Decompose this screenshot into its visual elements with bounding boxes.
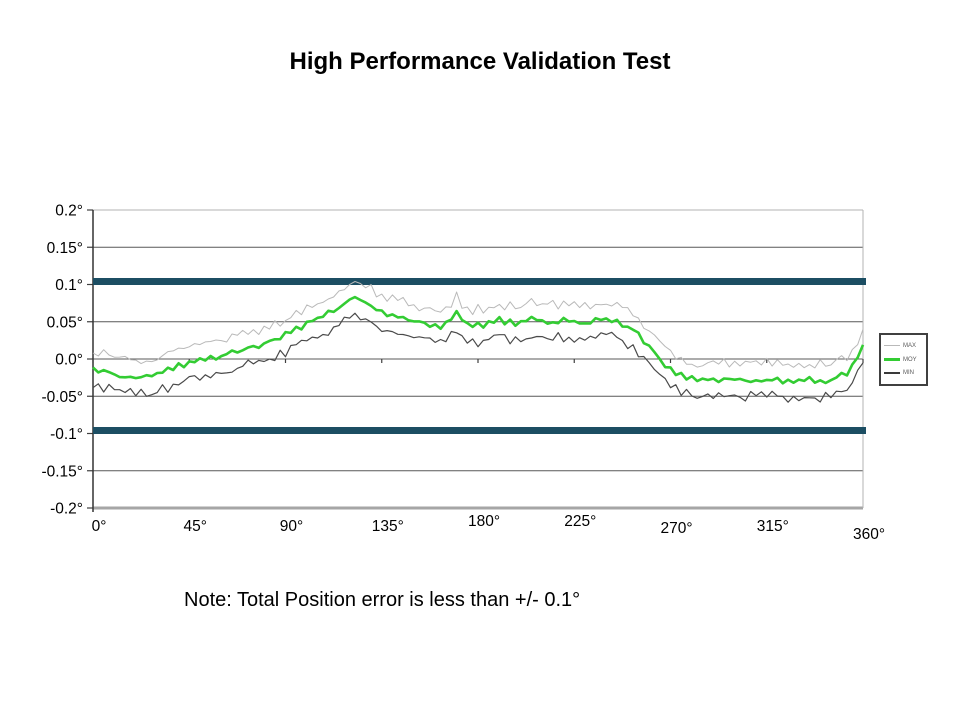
legend-item-moy: MOY [884,357,923,363]
x-tick-label: 0° [92,518,107,535]
y-tick-label: 0.15° [47,240,83,257]
legend: MAX MOY MIN [879,333,928,386]
x-tick-label: 180° [468,513,500,530]
series-line-moy [92,295,865,385]
y-tick-label: 0.0° [55,352,83,369]
legend-label-max: MAX [903,342,917,349]
x-tick-label: 135° [372,518,404,535]
max-line-swatch [884,345,900,347]
y-tick-label: 0.1° [55,277,83,294]
note-text: Note: Total Position error is less than … [184,589,581,611]
y-tick-label: -0.1° [50,426,83,443]
x-tick-label: 45° [184,518,207,535]
x-tick-label: 315° [757,518,789,535]
y-tick-label: -0.15° [41,463,83,480]
series-line-min [92,312,864,403]
legend-item-min: MIN [884,370,923,376]
min-line-swatch [884,372,900,375]
y-tick-label: 0.05° [47,314,83,331]
moy-line-swatch [884,358,900,361]
legend-label-min: MIN [903,370,914,377]
limit-band [93,427,866,434]
x-tick-label: 270° [660,520,692,537]
x-tick-label: 360° [853,526,885,543]
y-tick-label: -0.05° [41,389,83,406]
legend-item-max: MAX [884,343,923,349]
series-line-max [92,281,864,369]
limit-band [93,278,866,285]
y-tick-label: 0.2° [55,203,83,220]
legend-label-moy: MOY [903,356,917,363]
page-title: High Performance Validation Test [289,48,671,75]
x-tick-label: 225° [564,513,596,530]
x-tick-label: 90° [280,518,303,535]
y-tick-label: -0.2° [50,501,83,518]
